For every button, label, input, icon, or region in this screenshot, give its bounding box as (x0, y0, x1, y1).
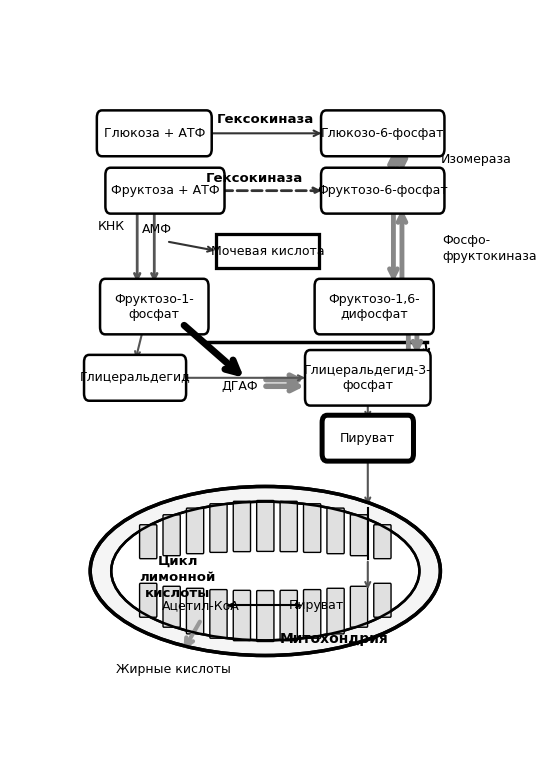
FancyBboxPatch shape (304, 504, 321, 553)
Text: Ацетил-КоА: Ацетил-КоА (163, 599, 240, 612)
FancyBboxPatch shape (321, 168, 445, 213)
Text: Фруктоза + АТФ: Фруктоза + АТФ (111, 184, 219, 197)
Text: Жирные кислоты: Жирные кислоты (116, 663, 231, 676)
Text: Глицеральдегид-3-
фосфат: Глицеральдегид-3- фосфат (304, 364, 431, 392)
FancyBboxPatch shape (280, 501, 298, 552)
FancyBboxPatch shape (257, 590, 274, 641)
Text: Пируват: Пируват (340, 432, 396, 445)
FancyBboxPatch shape (233, 590, 251, 641)
FancyBboxPatch shape (327, 588, 344, 634)
FancyBboxPatch shape (163, 586, 180, 627)
FancyBboxPatch shape (374, 524, 391, 559)
FancyBboxPatch shape (186, 588, 204, 634)
FancyBboxPatch shape (233, 501, 251, 552)
FancyBboxPatch shape (210, 504, 227, 553)
Text: Митохондрия: Митохондрия (279, 632, 388, 646)
FancyBboxPatch shape (350, 586, 368, 627)
FancyBboxPatch shape (305, 350, 430, 405)
FancyBboxPatch shape (374, 583, 391, 617)
FancyBboxPatch shape (84, 355, 186, 401)
Text: ДГАФ: ДГАФ (222, 380, 258, 394)
Text: Пируват: Пируват (289, 599, 344, 612)
FancyBboxPatch shape (163, 515, 180, 556)
FancyBboxPatch shape (350, 515, 368, 556)
FancyBboxPatch shape (321, 111, 445, 156)
FancyBboxPatch shape (210, 590, 227, 638)
Text: Цикл
лимонной
кислоты: Цикл лимонной кислоты (139, 554, 216, 600)
FancyBboxPatch shape (322, 416, 413, 461)
FancyBboxPatch shape (105, 168, 224, 213)
Text: КНК: КНК (98, 220, 125, 234)
Text: Гексокиназа: Гексокиназа (206, 172, 303, 185)
Text: Глицеральдегид: Глицеральдегид (80, 372, 191, 384)
Text: Фруктозо-6-фосфат: Фруктозо-6-фосфат (317, 184, 448, 197)
FancyBboxPatch shape (186, 508, 204, 554)
FancyBboxPatch shape (304, 590, 321, 638)
FancyBboxPatch shape (139, 583, 157, 617)
FancyBboxPatch shape (100, 279, 208, 334)
FancyBboxPatch shape (315, 279, 434, 334)
FancyBboxPatch shape (280, 590, 298, 641)
FancyBboxPatch shape (139, 524, 157, 559)
Text: АМФ: АМФ (142, 223, 171, 237)
Text: Фруктозо-1-
фосфат: Фруктозо-1- фосфат (115, 292, 194, 321)
Text: Глюкоза + АТФ: Глюкоза + АТФ (104, 127, 205, 140)
FancyBboxPatch shape (216, 234, 318, 268)
Ellipse shape (111, 502, 419, 641)
Text: Фосфо-
фруктокиназа: Фосфо- фруктокиназа (442, 234, 537, 263)
FancyBboxPatch shape (97, 111, 212, 156)
FancyBboxPatch shape (327, 508, 344, 554)
Text: Глюкозо-6-фосфат: Глюкозо-6-фосфат (321, 127, 445, 140)
Text: Изомераза: Изомераза (440, 153, 511, 165)
Text: Гексокиназа: Гексокиназа (217, 113, 314, 126)
FancyBboxPatch shape (257, 500, 274, 551)
Text: Мочевая кислота: Мочевая кислота (210, 245, 324, 257)
Text: Фруктозо-1,6-
дифосфат: Фруктозо-1,6- дифосфат (328, 292, 420, 321)
Ellipse shape (90, 486, 440, 655)
